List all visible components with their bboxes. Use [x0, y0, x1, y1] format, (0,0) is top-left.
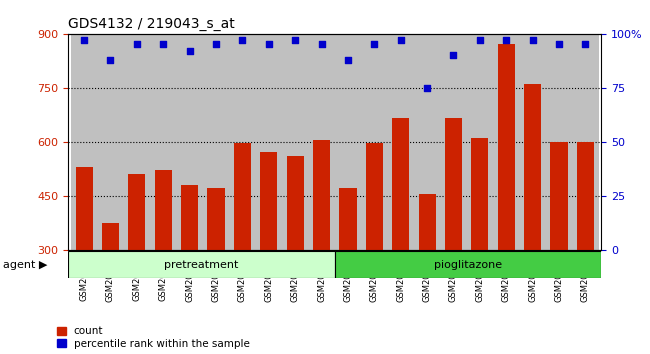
Bar	[577, 142, 594, 250]
Point	[395, 37, 406, 43]
Point	[264, 41, 274, 47]
Bar	[493, 34, 519, 250]
Point	[527, 37, 538, 43]
Bar	[551, 142, 567, 250]
Bar	[102, 223, 119, 250]
Point	[580, 41, 591, 47]
Point	[448, 52, 459, 58]
Bar	[71, 34, 97, 250]
Bar	[471, 138, 488, 250]
Bar	[339, 188, 356, 250]
Bar	[308, 34, 335, 250]
Point	[237, 37, 248, 43]
Bar	[203, 34, 229, 250]
Bar	[414, 34, 440, 250]
Bar	[519, 34, 546, 250]
Bar	[128, 174, 146, 250]
Text: agent ▶: agent ▶	[3, 260, 47, 270]
Bar	[155, 170, 172, 250]
Bar	[287, 156, 304, 250]
Bar	[524, 84, 541, 250]
Bar	[176, 34, 203, 250]
Bar	[498, 45, 515, 250]
Bar	[392, 118, 410, 250]
Bar	[546, 34, 572, 250]
Bar	[181, 185, 198, 250]
Bar	[335, 34, 361, 250]
Bar	[419, 194, 436, 250]
Bar	[572, 34, 599, 250]
Point	[158, 41, 168, 47]
Bar	[124, 34, 150, 250]
Bar	[255, 34, 282, 250]
Point	[474, 37, 485, 43]
Point	[501, 37, 512, 43]
Bar	[75, 167, 93, 250]
Bar	[335, 251, 601, 278]
Text: pioglitazone: pioglitazone	[434, 259, 502, 270]
Bar	[98, 34, 124, 250]
Point	[105, 57, 116, 62]
Bar	[440, 34, 467, 250]
Bar	[229, 34, 255, 250]
Point	[211, 41, 221, 47]
Bar	[68, 251, 335, 278]
Point	[317, 41, 327, 47]
Bar	[260, 152, 278, 250]
Legend: count, percentile rank within the sample: count, percentile rank within the sample	[57, 326, 250, 349]
Bar	[150, 34, 176, 250]
Point	[185, 48, 195, 54]
Bar	[467, 34, 493, 250]
Text: GDS4132 / 219043_s_at: GDS4132 / 219043_s_at	[68, 17, 235, 31]
Bar	[234, 143, 251, 250]
Point	[369, 41, 380, 47]
Point	[290, 37, 300, 43]
Bar	[313, 140, 330, 250]
Point	[132, 41, 142, 47]
Bar	[387, 34, 414, 250]
Bar	[445, 118, 462, 250]
Point	[422, 85, 432, 91]
Text: pretreatment: pretreatment	[164, 259, 239, 270]
Point	[554, 41, 564, 47]
Bar	[207, 188, 225, 250]
Point	[79, 37, 89, 43]
Bar	[366, 143, 383, 250]
Bar	[282, 34, 308, 250]
Point	[343, 57, 353, 62]
Bar	[361, 34, 387, 250]
